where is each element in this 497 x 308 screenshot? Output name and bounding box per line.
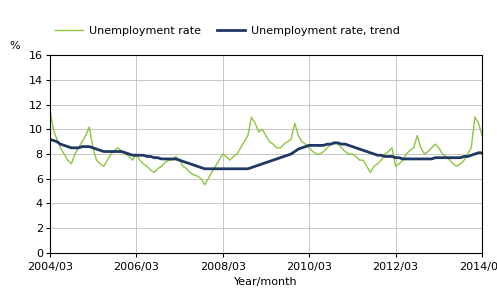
Unemployment rate, trend	[148, 155, 154, 158]
Unemployment rate, trend	[321, 144, 327, 147]
Unemployment rate, trend	[202, 167, 208, 171]
Unemployment rate	[479, 134, 485, 137]
Line: Unemployment rate, trend: Unemployment rate, trend	[50, 139, 482, 169]
Unemployment rate, trend	[479, 151, 485, 155]
Unemployment rate	[47, 107, 53, 110]
Unemployment rate, trend	[342, 142, 348, 146]
Unemployment rate, trend	[454, 156, 460, 160]
Unemployment rate	[202, 183, 208, 187]
Unemployment rate, trend	[90, 146, 96, 150]
Unemployment rate	[454, 164, 460, 168]
Line: Unemployment rate: Unemployment rate	[50, 108, 482, 185]
Unemployment rate	[90, 146, 96, 150]
Unemployment rate	[148, 168, 154, 172]
Unemployment rate, trend	[47, 137, 53, 141]
Unemployment rate	[342, 150, 348, 153]
Unemployment rate	[234, 152, 240, 156]
Unemployment rate, trend	[234, 167, 240, 171]
Legend: Unemployment rate, Unemployment rate, trend: Unemployment rate, Unemployment rate, tr…	[55, 26, 400, 35]
Y-axis label: %: %	[10, 42, 20, 51]
X-axis label: Year/month: Year/month	[234, 277, 298, 287]
Unemployment rate	[321, 150, 327, 153]
